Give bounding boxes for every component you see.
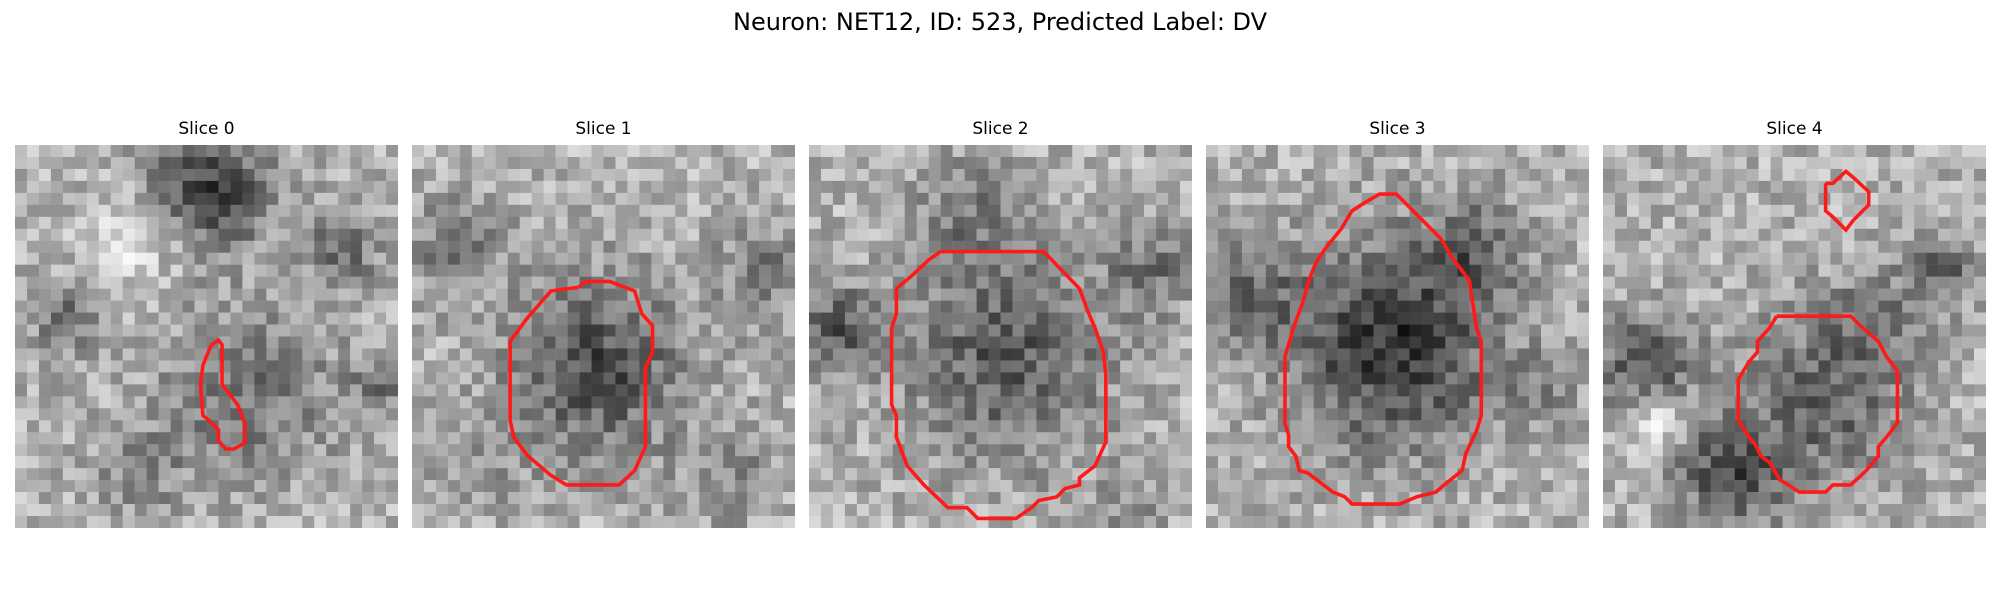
slice-panel-2: Slice 2 [809, 118, 1192, 528]
segmentation-contour [889, 249, 1108, 521]
slice-image-2 [809, 145, 1192, 528]
slice-title: Slice 0 [178, 119, 235, 139]
segmentation-contour [1823, 168, 1871, 233]
slice-panel-0: Slice 0 [15, 118, 398, 528]
slice-title: Slice 2 [972, 119, 1029, 139]
slice-title: Slice 4 [1766, 119, 1823, 139]
slice-image-0 [15, 145, 398, 528]
slice-image-1 [412, 145, 795, 528]
segmentation-contour [1736, 314, 1900, 494]
slice-image-4 [1603, 145, 1986, 528]
segmentation-contour [1283, 192, 1484, 506]
slice-image-3 [1206, 145, 1589, 528]
slice-panel-3: Slice 3 [1206, 118, 1589, 528]
segmentation-contour [198, 337, 247, 451]
slice-title: Slice 3 [1369, 119, 1426, 139]
slice-panel-4: Slice 4 [1603, 118, 1986, 528]
segmentation-contour [508, 279, 655, 487]
figure-title: Neuron: NET12, ID: 523, Predicted Label:… [732, 8, 1268, 36]
slice-title: Slice 1 [575, 119, 632, 139]
slice-panel-1: Slice 1 [412, 118, 795, 528]
